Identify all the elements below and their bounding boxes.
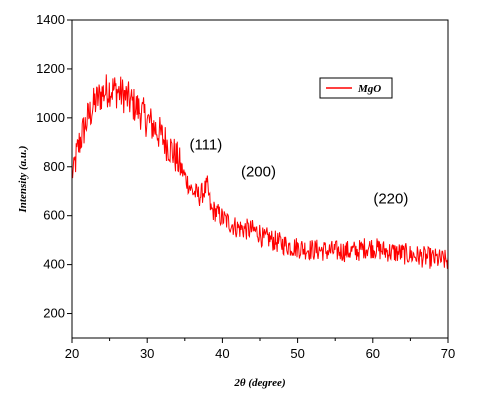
peak-label: (200) (241, 164, 276, 181)
y-tick-label: 600 (43, 208, 65, 223)
x-tick-label: 40 (215, 346, 229, 361)
x-tick-label: 50 (290, 346, 304, 361)
y-tick-label: 1000 (36, 110, 65, 125)
y-tick-label: 800 (43, 159, 65, 174)
legend-box (319, 77, 393, 99)
series-line-mgo (71, 74, 449, 269)
x-tick-label: 60 (366, 346, 380, 361)
y-axis-title: Intensity (a.u.) (17, 146, 29, 214)
y-tick-label: 400 (43, 257, 65, 272)
peak-label: (220) (373, 190, 408, 207)
x-axis-title: 2θ (degree) (233, 377, 285, 389)
legend: MgO (319, 77, 393, 99)
peak-label: (111) (189, 137, 222, 154)
legend-label-mgo: MgO (357, 83, 381, 95)
y-tick-label: 1200 (36, 61, 65, 76)
x-tick-label: 30 (140, 346, 154, 361)
annotations-layer: (111) (200) (220) (189, 137, 408, 208)
x-tick-label: 70 (441, 346, 455, 361)
y-tick-label: 200 (43, 306, 65, 321)
ticks-layer: 20 30 40 50 60 70 200 400 600 800 1000 1200 1400 (36, 12, 455, 361)
series-layer (71, 74, 449, 269)
x-tick-label: 20 (65, 346, 79, 361)
y-tick-label: 1400 (36, 12, 65, 27)
plot-frame (71, 19, 449, 339)
